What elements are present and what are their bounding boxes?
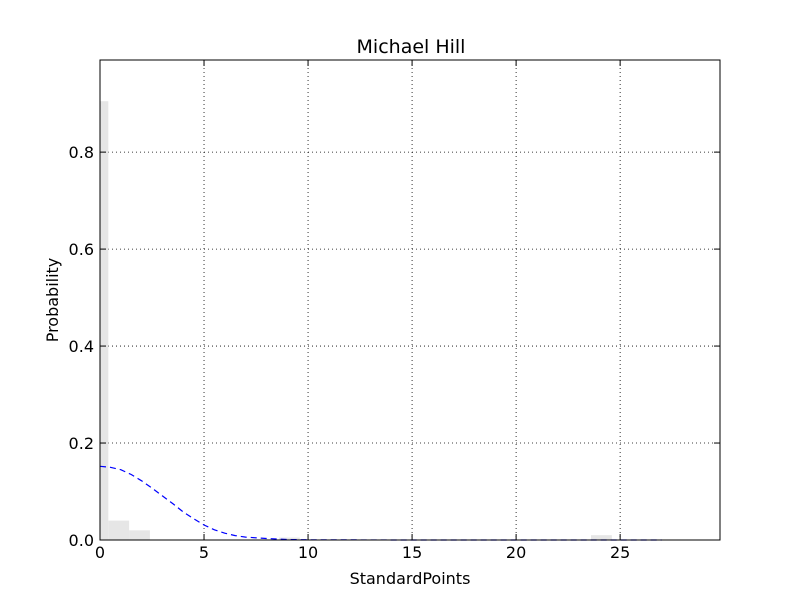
y-axis-label: Probability [43, 258, 62, 343]
grid-lines [100, 60, 720, 540]
y-tick-label: 0.4 [69, 337, 94, 356]
density-curve [99, 465, 662, 541]
y-tick-label: 0.8 [69, 143, 94, 162]
x-tick-label: 15 [402, 543, 422, 562]
x-tick-label: 0 [95, 543, 105, 562]
x-axis-label: StandardPoints [350, 569, 471, 588]
x-tick-label: 25 [610, 543, 630, 562]
density-curve-line [99, 465, 662, 541]
plot-frame [99, 59, 721, 541]
chart-title: Michael Hill [357, 36, 466, 58]
y-tick-label: 0.6 [69, 240, 94, 259]
histogram-bars [100, 101, 612, 540]
x-axis-ticks: 0 5 10 15 20 25 [95, 60, 630, 562]
histogram-bar [591, 535, 612, 540]
y-tick-label: 0.0 [69, 531, 94, 550]
histogram-bar [278, 537, 300, 540]
x-tick-label: 5 [199, 543, 209, 562]
y-tick-label: 0.2 [69, 434, 94, 453]
y-axis-ticks: 0.0 0.2 0.4 0.6 0.8 [69, 143, 720, 550]
histogram-bar [129, 530, 150, 540]
histogram-bar [100, 101, 109, 540]
histogram-bar [108, 520, 130, 540]
x-tick-label: 10 [298, 543, 318, 562]
x-tick-label: 20 [506, 543, 526, 562]
